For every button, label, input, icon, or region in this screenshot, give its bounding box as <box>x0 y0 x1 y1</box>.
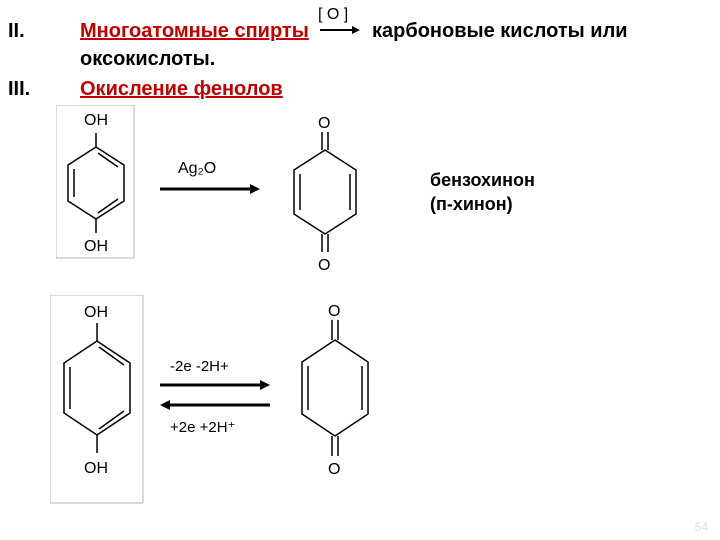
heading-acids: карбоновые кислоты или <box>372 20 628 43</box>
polyols-text: Многоатомные спирты <box>80 20 309 42</box>
benzoquinone-name-1: бензохинон <box>430 170 535 191</box>
svg-text:O: O <box>328 303 340 320</box>
svg-text:OH: OH <box>84 304 108 321</box>
benzoquinone-structure-1: O O <box>280 112 370 280</box>
roman-II: II. <box>8 20 25 43</box>
benzoquinone-structure-2: O O <box>290 300 380 500</box>
redox-forward-label: -2e -2H+ <box>170 358 229 375</box>
arrow-redox-reverse <box>160 398 270 412</box>
svg-text:O: O <box>318 115 330 132</box>
heading-polyols: Многоатомные спирты <box>80 20 309 43</box>
arrow-redox-forward <box>160 378 270 392</box>
svg-text:O: O <box>328 461 340 478</box>
heading-phenolox: Окисление фенолов <box>80 78 283 101</box>
phenol-structure: OH OH <box>56 105 136 260</box>
phenolox-text: Окисление фенолов <box>80 78 283 100</box>
svg-text:OH: OH <box>84 460 108 477</box>
svg-text:O: O <box>318 257 330 274</box>
roman-III: III. <box>8 78 30 101</box>
oxidation-bracket: [ O ] <box>318 6 348 24</box>
arrow-reaction1 <box>160 182 260 196</box>
heading-oxoacids: оксокислоты. <box>80 48 215 71</box>
reagent-ag2o: Ag₂O <box>178 160 216 178</box>
redox-reverse-label: +2e +2H⁺ <box>170 418 235 436</box>
benzoquinone-name-2: (п-хинон) <box>430 194 513 215</box>
svg-text:OH: OH <box>84 112 108 129</box>
page-number: 54 <box>695 520 708 534</box>
svg-text:OH: OH <box>84 238 108 255</box>
arrow-top <box>320 24 360 36</box>
hydroquinone-structure: OH OH <box>50 295 145 505</box>
